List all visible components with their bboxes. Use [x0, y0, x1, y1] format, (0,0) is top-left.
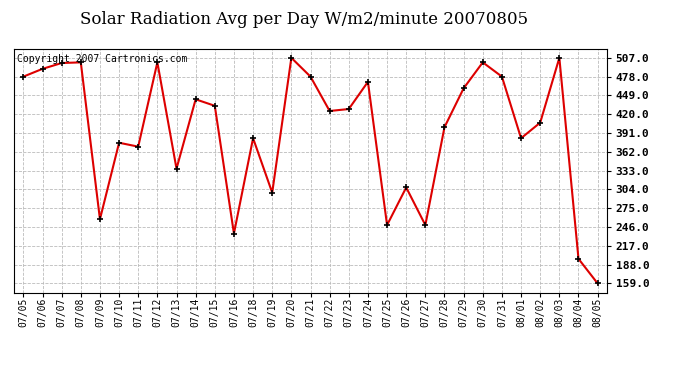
Text: Copyright 2007 Cartronics.com: Copyright 2007 Cartronics.com	[17, 54, 187, 64]
Text: Solar Radiation Avg per Day W/m2/minute 20070805: Solar Radiation Avg per Day W/m2/minute …	[79, 11, 528, 28]
